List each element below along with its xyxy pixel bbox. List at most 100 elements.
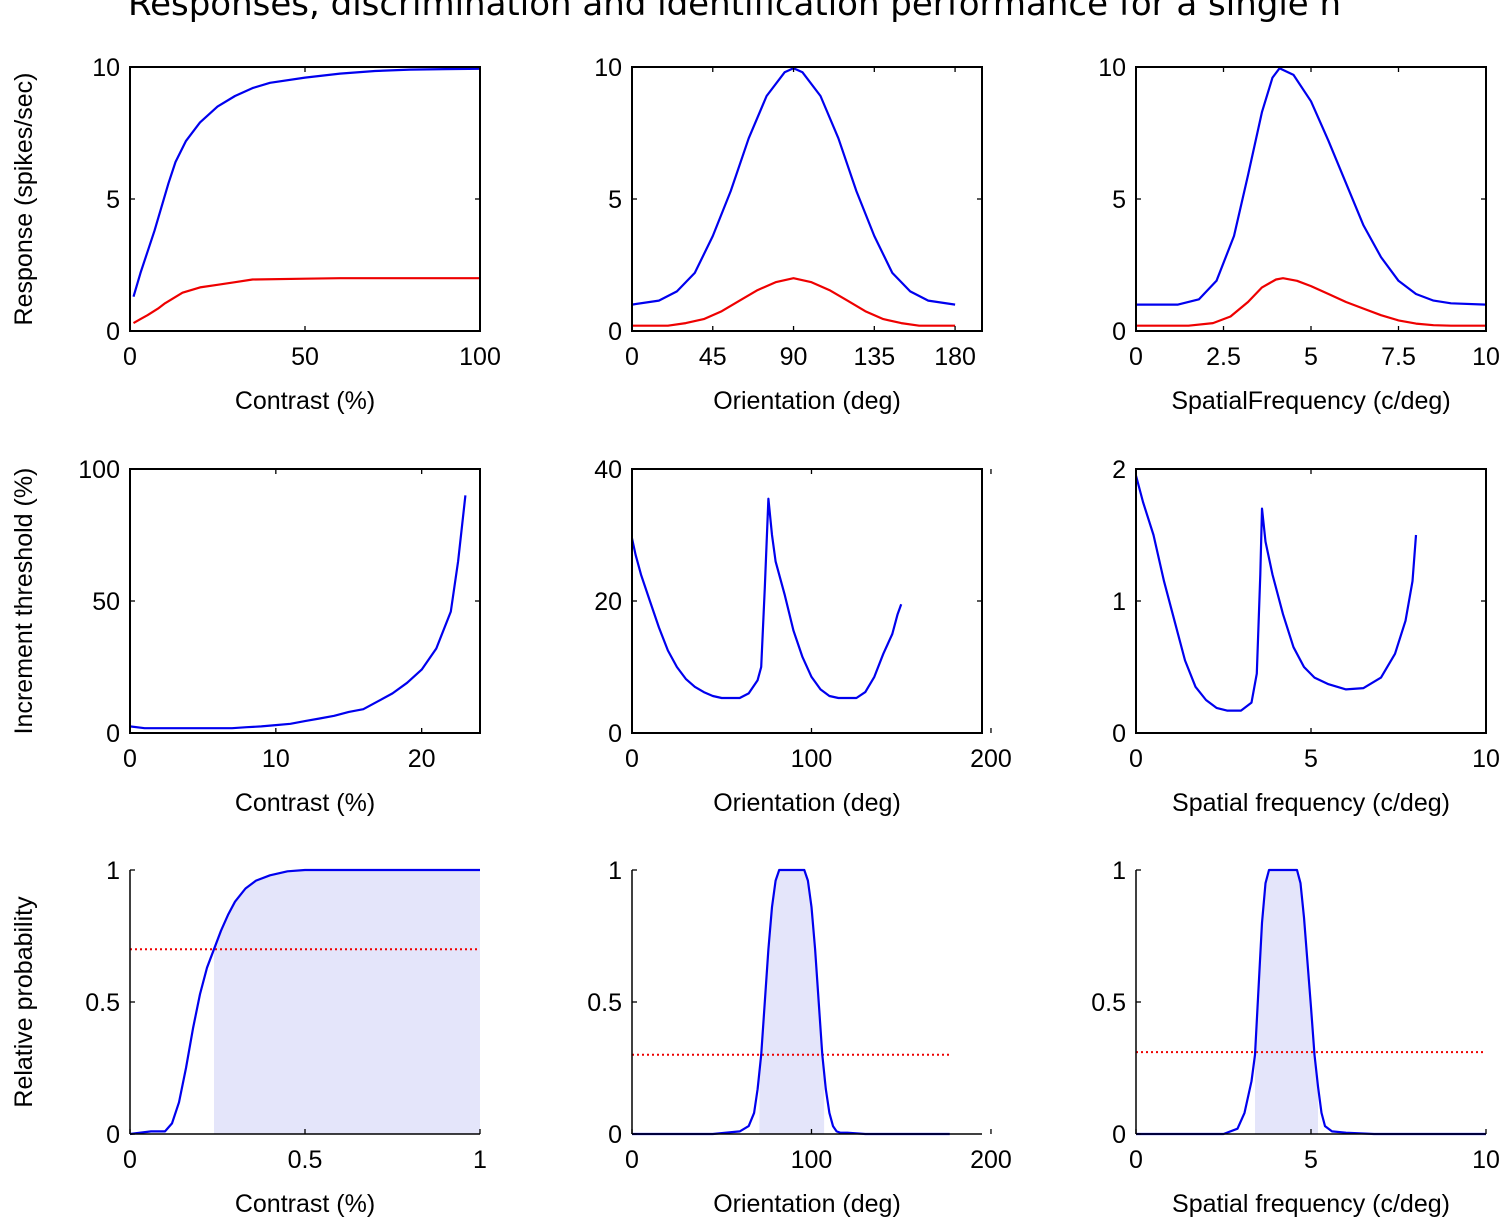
panel-b-series-high <box>631 67 956 306</box>
panel-i-y-tick-label: 0 <box>1112 1121 1126 1149</box>
panel-g: 0 0.5 1 0 0.5 1 Contrast (%) Relative probabili… <box>10 857 487 1218</box>
panel-d-x-label: Contrast (%) <box>235 789 375 817</box>
panel-a-y-tick-label: 5 <box>106 186 120 214</box>
panel-i-x-tick-label: 10 <box>1472 1146 1500 1174</box>
panel-d-series-high <box>129 495 467 730</box>
panel-i-x-tick-label: 5 <box>1304 1146 1318 1174</box>
panel-e-x-label: Orientation (deg) <box>713 789 901 817</box>
panel-c-x-label: SpatialFrequency (c/deg) <box>1171 387 1450 415</box>
panel-c-series-low <box>1136 277 1486 327</box>
panel-a-y-tick-label: 10 <box>92 54 120 82</box>
panel-d-x-tick-label: 0 <box>123 745 137 773</box>
panel-d-y-tick-label: 50 <box>92 588 120 616</box>
panel-b-x-tick-label: 45 <box>699 343 727 371</box>
panel-e-y-tick-label: 40 <box>594 456 622 484</box>
panel-c-x-tick-label: 10 <box>1472 343 1500 371</box>
panel-g-x-tick-label: 0 <box>123 1146 137 1174</box>
panel-i-shaded-area <box>1255 870 1318 1134</box>
panel-f: 0 5 10 0 1 2 Spatial frequency (c/deg) <box>1112 456 1500 817</box>
panel-h: 0 100 200 0 0.5 1 Orientation (deg) <box>587 857 1012 1218</box>
panel-i-x-tick-label: 0 <box>1129 1146 1143 1174</box>
panel-d-y-tick-label: 0 <box>106 720 120 748</box>
panel-b-x-tick-label: 180 <box>934 343 976 371</box>
panel-b-y-tick-label: 5 <box>608 186 622 214</box>
panel-e-series-high <box>630 497 903 700</box>
panel-f-series-high <box>1134 475 1418 712</box>
panel-c: 0 2.5 5 7.5 10 0 5 10 SpatialFrequency (c/deg) <box>1098 54 1500 415</box>
panel-a-x-tick-label: 100 <box>459 343 501 371</box>
panel-h-x-tick-label: 100 <box>791 1146 833 1174</box>
panel-b-x-tick-label: 0 <box>625 343 639 371</box>
panel-c-y-tick-label: 5 <box>1112 186 1126 214</box>
panel-c-x-tick-label: 0 <box>1129 343 1143 371</box>
panel-f-x-tick-label: 10 <box>1472 745 1500 773</box>
panel-g-x-tick-label: 1 <box>473 1146 487 1174</box>
panel-b-y-tick-label: 0 <box>608 318 622 346</box>
figure-title: Responses, discrimination and identifica… <box>128 0 1342 24</box>
panel-a-y-tick-label: 0 <box>106 318 120 346</box>
panel-a-y-label: Response (spikes/sec) <box>10 73 38 326</box>
panel-i: 0 5 10 0 0.5 1 Spatial frequency (c/deg) <box>1091 857 1500 1218</box>
panel-d: 0 10 20 0 50 100 Contrast (%) Increment thresho… <box>10 456 481 817</box>
panel-h-y-tick-label: 1 <box>608 857 622 885</box>
panel-c-x-tick-label: 7.5 <box>1381 343 1416 371</box>
panel-c-frame <box>1135 66 1487 332</box>
panel-f-y-tick-label: 0 <box>1112 720 1126 748</box>
panel-b-x-label: Orientation (deg) <box>713 387 901 415</box>
panel-f-x-tick-label: 0 <box>1129 745 1143 773</box>
panel-e-x-tick-label: 0 <box>625 745 639 773</box>
panel-f-y-tick-label: 1 <box>1112 588 1126 616</box>
panel-h-y-tick-label: 0 <box>608 1121 622 1149</box>
panel-f-y-tick-label: 2 <box>1112 456 1126 484</box>
panel-c-y-tick-label: 0 <box>1112 318 1126 346</box>
panel-c-series-high <box>1136 67 1487 306</box>
panel-d-x-tick-label: 20 <box>408 745 436 773</box>
panel-b-y-tick-label: 10 <box>594 54 622 82</box>
panel-g-series-high <box>129 868 480 1136</box>
panel-e: 0 100 200 0 20 40 Orientation (deg) <box>594 456 1012 817</box>
panel-c-x-tick-label: 5 <box>1304 343 1318 371</box>
panel-g-x-label: Contrast (%) <box>235 1190 375 1218</box>
panel-h-series-high <box>632 868 950 1136</box>
panel-e-y-tick-label: 0 <box>608 720 622 748</box>
panel-a-x-label: Contrast (%) <box>235 387 375 415</box>
panel-b-frame <box>631 66 983 332</box>
panel-a-x-tick-label: 0 <box>123 343 137 371</box>
panel-g-shaded-area <box>214 870 480 1134</box>
panel-h-x-label: Orientation (deg) <box>713 1190 901 1218</box>
panel-b-series-low <box>632 277 956 327</box>
panel-a-frame <box>129 66 481 332</box>
panel-e-x-tick-label: 200 <box>970 745 1012 773</box>
panel-a-series-high <box>132 67 481 298</box>
panel-b-x-tick-label: 90 <box>780 343 808 371</box>
panel-f-x-tick-label: 5 <box>1304 745 1318 773</box>
panel-g-y-label: Relative probability <box>10 896 38 1108</box>
panel-h-shaded-area <box>759 870 825 1134</box>
panel-d-y-label: Increment threshold (%) <box>10 468 38 735</box>
panel-f-frame <box>1135 468 1487 734</box>
panel-d-frame <box>129 468 481 734</box>
panel-d-x-tick-label: 10 <box>262 745 290 773</box>
panel-b: 0 45 90 135 180 0 5 10 Orientation (deg) <box>594 54 983 415</box>
panel-g-y-tick-label: 1 <box>106 857 120 885</box>
panel-i-x-label: Spatial frequency (c/deg) <box>1172 1190 1450 1218</box>
panel-i-y-tick-label: 0.5 <box>1091 989 1126 1017</box>
panel-c-x-tick-label: 2.5 <box>1206 343 1241 371</box>
panel-h-x-tick-label: 0 <box>625 1146 639 1174</box>
panel-g-x-tick-label: 0.5 <box>288 1146 323 1174</box>
panel-a-series-low <box>132 277 480 325</box>
panel-e-x-tick-label: 100 <box>791 745 833 773</box>
panel-e-y-tick-label: 20 <box>594 588 622 616</box>
panel-c-y-tick-label: 10 <box>1098 54 1126 82</box>
panel-i-y-tick-label: 1 <box>1112 857 1126 885</box>
panel-g-y-tick-label: 0.5 <box>85 989 120 1017</box>
panel-h-x-tick-label: 200 <box>970 1146 1012 1174</box>
panel-h-y-tick-label: 0.5 <box>587 989 622 1017</box>
panel-a: 0 50 100 0 5 10 Contrast (%) Response (spikes/s… <box>10 54 501 415</box>
panel-g-y-tick-label: 0 <box>106 1121 120 1149</box>
panel-a-x-tick-label: 50 <box>291 343 319 371</box>
panel-d-y-tick-label: 100 <box>78 456 120 484</box>
panel-i-series-high <box>1136 868 1486 1136</box>
panel-f-x-label: Spatial frequency (c/deg) <box>1172 789 1450 817</box>
panel-b-x-tick-label: 135 <box>853 343 895 371</box>
